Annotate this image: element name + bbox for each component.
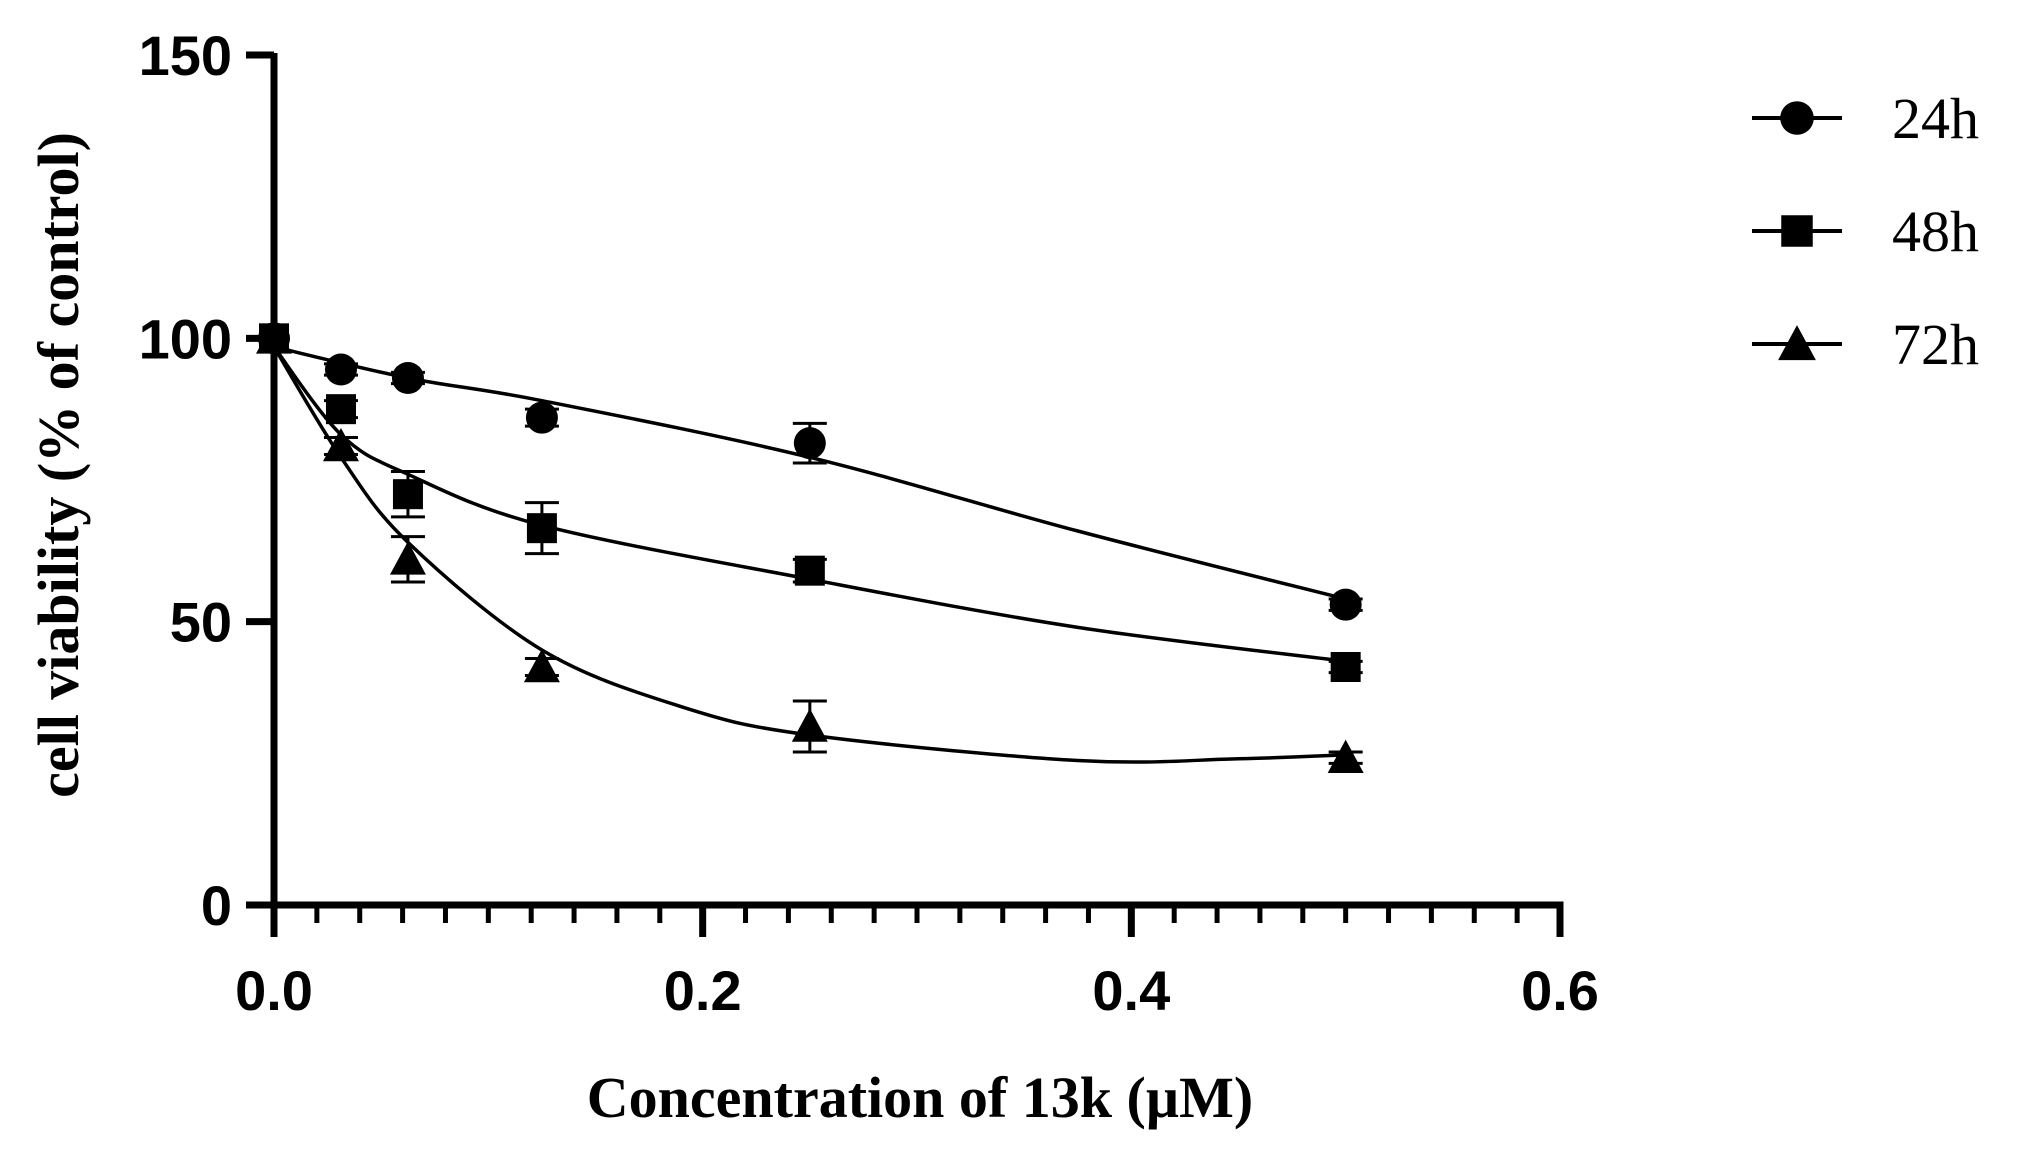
series-24h-point bbox=[1329, 588, 1362, 621]
x-tick-label: 0.6 bbox=[1521, 959, 1599, 1022]
series-48h-point bbox=[325, 394, 356, 425]
series-layer bbox=[256, 320, 1364, 773]
legend-label: 48h bbox=[1892, 199, 1979, 264]
series-48h-fit-line bbox=[272, 345, 1346, 664]
series-48h-point bbox=[794, 555, 825, 586]
series-48h-point bbox=[526, 513, 557, 544]
legend-marker-circle bbox=[1780, 101, 1814, 135]
series-72h bbox=[256, 320, 1364, 773]
y-axis-title: cell viability (% of control) bbox=[26, 132, 91, 798]
y-tick-label: 0 bbox=[201, 874, 232, 937]
x-axis-title: Concentration of 13k (µM) bbox=[587, 1065, 1254, 1130]
series-48h bbox=[259, 323, 1363, 682]
series-24h bbox=[258, 322, 1363, 621]
series-72h-point bbox=[523, 649, 560, 683]
y-tick-label: 150 bbox=[139, 24, 232, 87]
series-24h-point bbox=[793, 427, 826, 460]
series-72h-point bbox=[256, 320, 292, 354]
legend: 24h 48h 72h bbox=[1752, 86, 1979, 377]
legend-label: 24h bbox=[1892, 86, 1979, 151]
series-24h-point bbox=[391, 362, 424, 394]
legend-item-24h: 24h bbox=[1752, 86, 1979, 151]
series-24h-point bbox=[525, 401, 558, 434]
series-72h-point bbox=[1327, 739, 1364, 773]
series-72h-point bbox=[389, 541, 426, 575]
legend-item-72h: 72h bbox=[1752, 312, 1979, 377]
legend-marker-triangle bbox=[1778, 325, 1816, 361]
y-tick-label: 50 bbox=[170, 591, 232, 654]
series-24h-point bbox=[324, 353, 357, 386]
axes: 0 50 100 150 0.0 0.2 0.4 0.6 bbox=[139, 24, 1599, 1022]
legend-label: 72h bbox=[1892, 312, 1979, 377]
series-72h-point bbox=[791, 708, 828, 742]
series-72h-fit-line bbox=[272, 345, 1346, 764]
x-tick-label: 0.4 bbox=[1092, 959, 1170, 1022]
y-tick-label: 100 bbox=[139, 307, 232, 370]
legend-marker-square bbox=[1781, 215, 1813, 247]
x-tick-label: 0.0 bbox=[235, 959, 313, 1022]
series-48h-point bbox=[392, 479, 423, 510]
series-72h-point bbox=[322, 428, 359, 462]
legend-item-48h: 48h bbox=[1752, 199, 1979, 264]
x-tick-label: 0.2 bbox=[664, 959, 742, 1022]
series-48h-point bbox=[1330, 652, 1361, 682]
